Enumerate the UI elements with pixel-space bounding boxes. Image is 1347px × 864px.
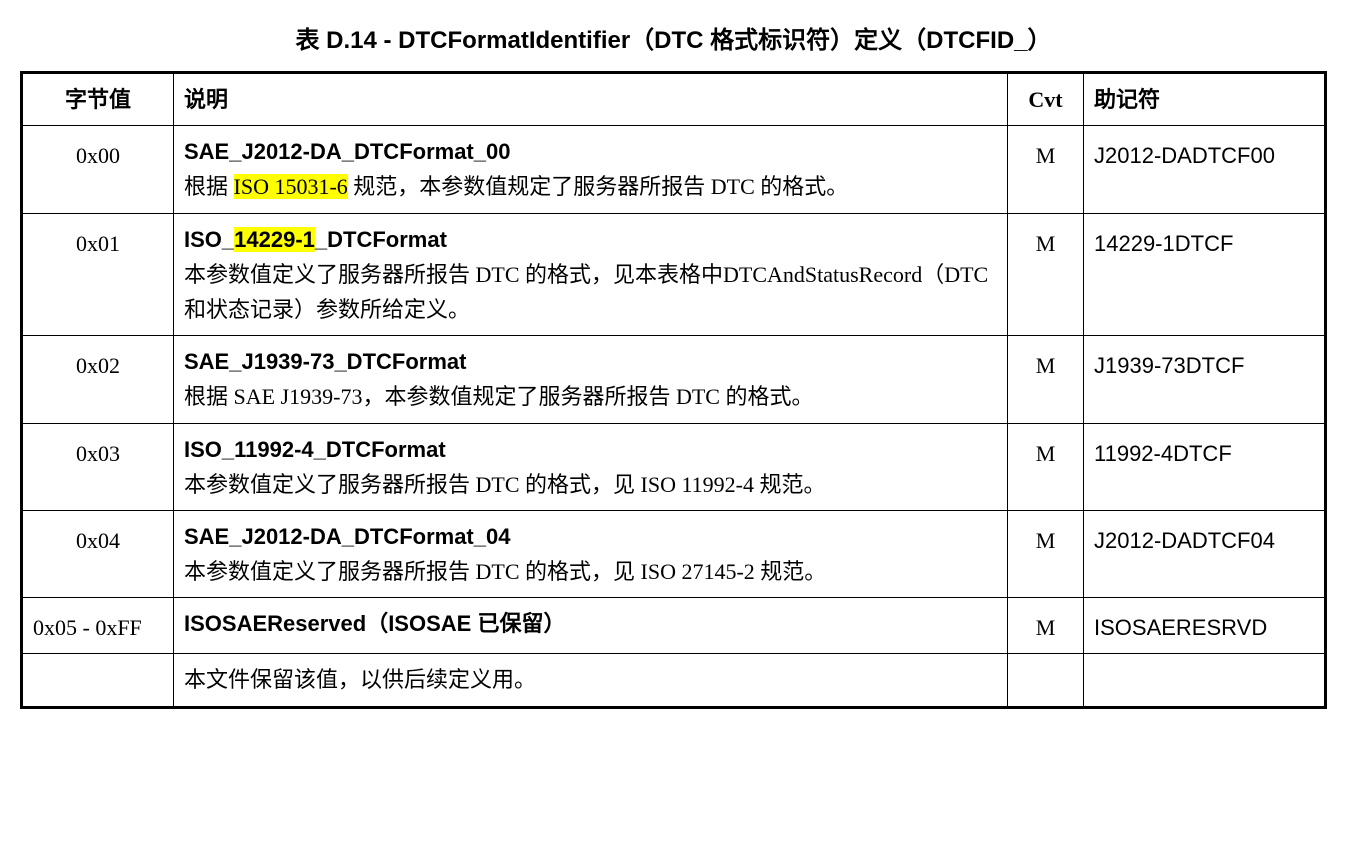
desc-title: SAE_J1939-73_DTCFormat xyxy=(184,349,466,374)
description-cell: SAE_J2012-DA_DTCFormat_00 根据 ISO 15031-6… xyxy=(174,126,1008,213)
cvt-value: M xyxy=(1008,598,1084,654)
table-footer-row: 本文件保留该值，以供后续定义用。 xyxy=(22,654,1326,707)
header-cvt: Cvt xyxy=(1008,73,1084,126)
title-pre: ISO_ xyxy=(184,227,234,252)
highlight-text: 14229-1 xyxy=(234,227,315,252)
desc-title: ISOSAEReserved（ISOSAE 已保留） xyxy=(184,611,565,636)
desc-title: SAE_J2012-DA_DTCFormat_04 xyxy=(184,524,510,549)
mnemonic-value: J1939-73DTCF xyxy=(1084,336,1326,423)
header-byte: 字节值 xyxy=(22,73,174,126)
byte-value: 0x02 xyxy=(22,336,174,423)
mnemonic-value: 11992-4DTCF xyxy=(1084,423,1326,510)
title-post: _DTCFormat xyxy=(315,227,447,252)
description-cell: SAE_J1939-73_DTCFormat 根据 SAE J1939-73，本… xyxy=(174,336,1008,423)
table-row: 0x02 SAE_J1939-73_DTCFormat 根据 SAE J1939… xyxy=(22,336,1326,423)
desc-title: ISO_11992-4_DTCFormat xyxy=(184,437,446,462)
mnemonic-value: 14229-1DTCF xyxy=(1084,213,1326,336)
cvt-value: M xyxy=(1008,213,1084,336)
footer-desc: 本文件保留该值，以供后续定义用。 xyxy=(174,654,1008,707)
desc-title: SAE_J2012-DA_DTCFormat_00 xyxy=(184,139,510,164)
cvt-value: M xyxy=(1008,336,1084,423)
cvt-value: M xyxy=(1008,423,1084,510)
dtc-format-table: 字节值 说明 Cvt 助记符 0x00 SAE_J2012-DA_DTCForm… xyxy=(20,71,1327,709)
header-mnem: 助记符 xyxy=(1084,73,1326,126)
mnemonic-value: J2012-DADTCF00 xyxy=(1084,126,1326,213)
empty-cell xyxy=(22,654,174,707)
mnemonic-value: ISOSAERESRVD xyxy=(1084,598,1326,654)
highlight-text: ISO 15031-6 xyxy=(234,174,348,199)
description-cell: SAE_J2012-DA_DTCFormat_04 本参数值定义了服务器所报告 … xyxy=(174,510,1008,597)
table-row: 0x03 ISO_11992-4_DTCFormat 本参数值定义了服务器所报告… xyxy=(22,423,1326,510)
byte-value: 0x01 xyxy=(22,213,174,336)
desc-body: 本参数值定义了服务器所报告 DTC 的格式，见 ISO 27145-2 规范。 xyxy=(184,559,826,584)
desc-title: ISO_14229-1_DTCFormat xyxy=(184,227,447,252)
header-desc: 说明 xyxy=(174,73,1008,126)
table-header-row: 字节值 说明 Cvt 助记符 xyxy=(22,73,1326,126)
cvt-value: M xyxy=(1008,126,1084,213)
desc-post: 规范，本参数值规定了服务器所报告 DTC 的格式。 xyxy=(348,174,849,199)
description-cell: ISO_11992-4_DTCFormat 本参数值定义了服务器所报告 DTC … xyxy=(174,423,1008,510)
empty-cell xyxy=(1008,654,1084,707)
description-cell: ISOSAEReserved（ISOSAE 已保留） xyxy=(174,598,1008,654)
table-row: 0x01 ISO_14229-1_DTCFormat 本参数值定义了服务器所报告… xyxy=(22,213,1326,336)
table-row: 0x05 - 0xFF ISOSAEReserved（ISOSAE 已保留） M… xyxy=(22,598,1326,654)
description-cell: ISO_14229-1_DTCFormat 本参数值定义了服务器所报告 DTC … xyxy=(174,213,1008,336)
desc-body: 根据 SAE J1939-73，本参数值规定了服务器所报告 DTC 的格式。 xyxy=(184,384,813,409)
table-title: 表 D.14 - DTCFormatIdentifier（DTC 格式标识符）定… xyxy=(20,20,1327,55)
desc-body: 根据 ISO 15031-6 规范，本参数值规定了服务器所报告 DTC 的格式。 xyxy=(184,174,848,199)
mnemonic-value: J2012-DADTCF04 xyxy=(1084,510,1326,597)
cvt-value: M xyxy=(1008,510,1084,597)
footer-text: 本文件保留该值，以供后续定义用。 xyxy=(184,667,536,692)
byte-value: 0x00 xyxy=(22,126,174,213)
byte-value: 0x03 xyxy=(22,423,174,510)
byte-value: 0x04 xyxy=(22,510,174,597)
empty-cell xyxy=(1084,654,1326,707)
table-row: 0x00 SAE_J2012-DA_DTCFormat_00 根据 ISO 15… xyxy=(22,126,1326,213)
byte-value: 0x05 - 0xFF xyxy=(22,598,174,654)
desc-body: 本参数值定义了服务器所报告 DTC 的格式，见本表格中DTCAndStatusR… xyxy=(184,262,988,322)
table-row: 0x04 SAE_J2012-DA_DTCFormat_04 本参数值定义了服务… xyxy=(22,510,1326,597)
desc-pre: 根据 xyxy=(184,174,234,199)
desc-body: 本参数值定义了服务器所报告 DTC 的格式，见 ISO 11992-4 规范。 xyxy=(184,472,825,497)
